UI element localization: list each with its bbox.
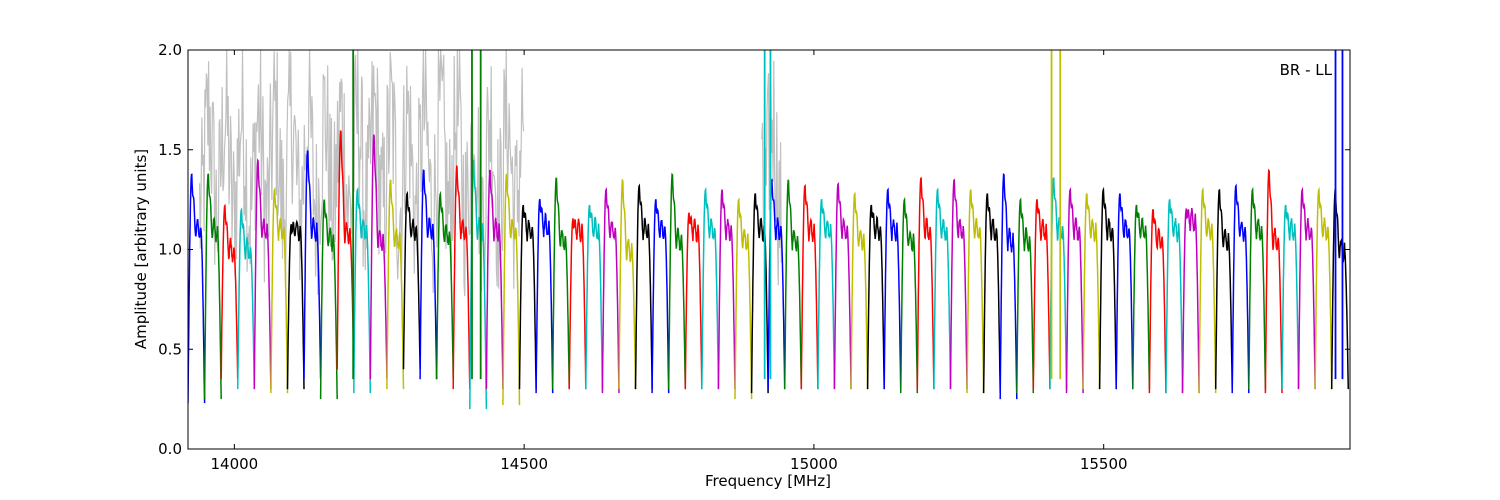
channel-line-34 (734, 197, 753, 400)
channel-line-62 (1198, 187, 1217, 394)
x-tick-label: 14500 (500, 455, 548, 473)
channel-line-13 (386, 179, 405, 390)
channel-line-33 (717, 189, 736, 390)
channel-line-60 (1165, 199, 1184, 394)
channel-line-59 (1148, 208, 1167, 394)
channel-line-15 (419, 169, 438, 380)
channel-line-48 (966, 189, 985, 394)
noise-series-1 (199, 50, 525, 297)
channel-line-12 (369, 134, 388, 380)
channel-line-51 (1016, 197, 1035, 394)
channel-line-30 (667, 172, 687, 390)
channel-line-68 (1297, 186, 1316, 390)
channel-line-65 (1248, 186, 1267, 390)
x-axis-label: Frequency [MHz] (705, 472, 831, 490)
channel-line-3 (220, 203, 239, 380)
channel-line-25 (585, 204, 604, 390)
channel-line-9 (319, 199, 338, 400)
channel-line-24 (568, 218, 587, 390)
channel-line-49 (982, 193, 1001, 394)
y-axis-ticks: 0.0 0.5 1.0 1.5 2.0 (158, 41, 1350, 458)
channel-line-46 (933, 187, 952, 390)
x-tick-label: 15500 (1080, 455, 1128, 473)
y-tick-label: 1.5 (158, 141, 182, 159)
channel-line-38 (800, 183, 819, 390)
channel-line-29 (651, 199, 670, 394)
channel-line-14 (402, 190, 421, 370)
channel-line-45 (916, 176, 935, 390)
channel-line-67 (1281, 204, 1300, 390)
x-axis-ticks: 14000 14500 15000 15500 (211, 50, 1128, 473)
channel-line-16 (435, 190, 454, 380)
y-tick-label: 2.0 (158, 41, 182, 59)
y-axis-label: Amplitude [arbitrary units] (132, 149, 150, 349)
y-tick-label: 0.5 (158, 340, 182, 358)
x-tick-label: 14000 (211, 455, 259, 473)
channel-line-39 (817, 199, 836, 390)
channel-line-54 (1065, 187, 1084, 394)
y-tick-label: 1.0 (158, 241, 182, 259)
channel-line-17 (452, 165, 471, 390)
channel-line-66 (1264, 168, 1283, 394)
channel-line-4 (236, 207, 256, 390)
channel-line-42 (866, 204, 885, 390)
channel-line-58 (1132, 204, 1151, 390)
y-tick-label: 0.0 (158, 440, 182, 458)
channel-line-64 (1231, 183, 1250, 394)
channel-line-26 (601, 187, 620, 394)
channel-line-20 (502, 173, 521, 406)
channel-line-32 (701, 186, 720, 390)
channel-line-63 (1214, 188, 1233, 390)
channel-line-28 (634, 183, 653, 390)
channel-line-40 (833, 181, 852, 390)
channel-line-1 (188, 173, 206, 404)
channel-line-21 (518, 204, 537, 390)
channel-line-44 (899, 196, 919, 394)
channel-line-31 (684, 212, 703, 390)
channel-line-55 (1082, 193, 1101, 390)
channel-line-19 (485, 169, 504, 390)
channel-line-6 (270, 187, 289, 394)
channel-line-5 (253, 158, 272, 390)
channel-line-52 (1032, 199, 1051, 390)
channel-line-11 (353, 187, 372, 394)
channel-line-10 (336, 130, 355, 370)
channel-line-37 (783, 179, 803, 390)
channel-line-23 (551, 177, 570, 390)
x-tick-label: 15000 (790, 455, 838, 473)
channel-line-2 (203, 173, 222, 400)
plot-annotation: BR - LL (1280, 61, 1333, 79)
channel-line-7 (286, 219, 305, 390)
plot-area (188, 50, 1350, 410)
channel-line-69 (1314, 186, 1333, 390)
channel-line-61 (1181, 207, 1200, 394)
channel-line-53 (1049, 176, 1068, 390)
channel-line-27 (618, 178, 637, 390)
channel-line-22 (535, 198, 554, 394)
channel-line-43 (883, 187, 902, 390)
channel-line-47 (949, 178, 968, 390)
channel-line-41 (850, 191, 869, 390)
channel-line-70 (1330, 189, 1350, 390)
channel-line-56 (1098, 186, 1117, 390)
channel-line-8 (303, 150, 322, 380)
channel-line-50 (999, 173, 1018, 400)
channel-line-57 (1115, 193, 1134, 390)
